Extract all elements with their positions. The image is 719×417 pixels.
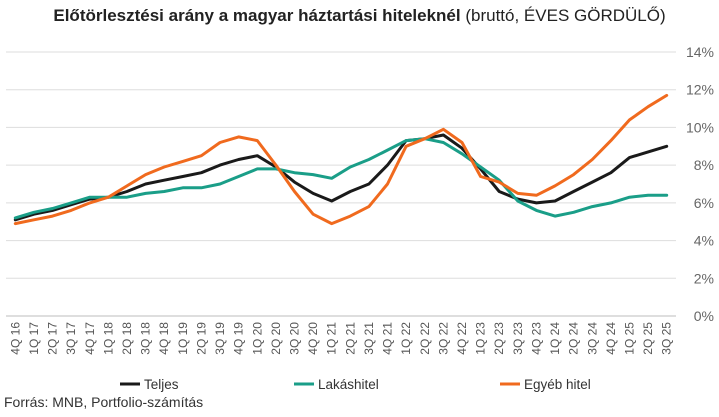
x-tick-label: 1Q 20 (250, 322, 264, 355)
y-axis-ticks: 0% 2% 4% 6% 8% 10% 12% 14% (686, 44, 714, 324)
legend-label: Teljes (144, 377, 179, 392)
x-tick-label: 2Q 25 (641, 322, 655, 355)
series-lines (13, 93, 669, 226)
x-tick-label: 2Q 23 (492, 322, 506, 355)
y-tick-label: 6% (694, 195, 714, 211)
x-tick-label: 1Q 18 (101, 322, 115, 355)
grid-lines (6, 51, 676, 317)
chart-title-sub: (bruttó, ÉVES GÖRDÜLŐ) (465, 6, 666, 25)
y-tick-label: 12% (686, 82, 714, 98)
x-tick-label: 1Q 23 (474, 322, 488, 355)
legend-label: Egyéb hitel (524, 377, 591, 392)
x-tick-label: 2Q 21 (343, 322, 357, 355)
y-tick-label: 14% (686, 44, 714, 60)
x-tick-label: 2Q 22 (418, 322, 432, 355)
x-tick-label: 4Q 17 (83, 322, 97, 355)
x-tick-label: 4Q 16 (8, 322, 22, 355)
x-tick-label: 3Q 19 (213, 322, 227, 355)
y-tick-label: 10% (686, 119, 714, 135)
y-tick-label: 2% (694, 270, 714, 286)
series-line-teljes (13, 133, 669, 222)
x-tick-label: 3Q 23 (511, 322, 525, 355)
chart-title: Előtörlesztési arány a magyar háztartási… (0, 6, 719, 26)
y-tick-label: 4% (694, 233, 714, 249)
x-tick-label: 3Q 24 (585, 322, 599, 355)
x-tick-label: 1Q 17 (27, 322, 41, 355)
x-tick-label: 4Q 23 (529, 322, 543, 355)
x-tick-label: 2Q 24 (567, 322, 581, 355)
x-tick-label: 2Q 18 (120, 322, 134, 355)
x-tick-label: 3Q 20 (287, 322, 301, 355)
series-line-lak-shitel (13, 137, 669, 220)
x-tick-label: 3Q 22 (436, 322, 450, 355)
x-tick-label: 3Q 25 (660, 322, 674, 355)
source-note: Forrás: MNB, Portfolio-számítás (4, 394, 204, 410)
x-tick-label: 3Q 21 (362, 322, 376, 355)
x-tick-label: 3Q 18 (139, 322, 153, 355)
y-tick-label: 8% (694, 157, 714, 173)
x-tick-label: 1Q 25 (622, 322, 636, 355)
x-tick-label: 4Q 22 (455, 322, 469, 355)
chart-title-main: Előtörlesztési arány a magyar háztartási… (53, 6, 461, 25)
x-tick-label: 2Q 17 (46, 322, 60, 355)
x-tick-label: 4Q 20 (306, 322, 320, 355)
series-line-egy-b-hitel (13, 93, 669, 226)
x-tick-label: 4Q 19 (232, 322, 246, 355)
x-tick-label: 1Q 21 (325, 322, 339, 355)
legend-label: Lakáshitel (318, 377, 379, 392)
x-tick-label: 4Q 18 (157, 322, 171, 355)
x-tick-label: 4Q 21 (381, 322, 395, 355)
x-tick-label: 1Q 22 (399, 322, 413, 355)
x-tick-label: 2Q 19 (194, 322, 208, 355)
x-tick-label: 1Q 24 (548, 322, 562, 355)
legend: Teljes Lakáshitel Egyéb hitel (120, 377, 591, 392)
y-tick-label: 0% (694, 308, 714, 324)
x-tick-label: 2Q 20 (269, 322, 283, 355)
x-tick-label: 4Q 24 (604, 322, 618, 355)
x-axis-ticks: 4Q 16 1Q 17 2Q 17 3Q 17 4Q 17 1Q 18 2Q 18 3Q 18… (8, 322, 673, 355)
x-tick-label: 1Q 19 (176, 322, 190, 355)
x-tick-label: 3Q 17 (64, 322, 78, 355)
